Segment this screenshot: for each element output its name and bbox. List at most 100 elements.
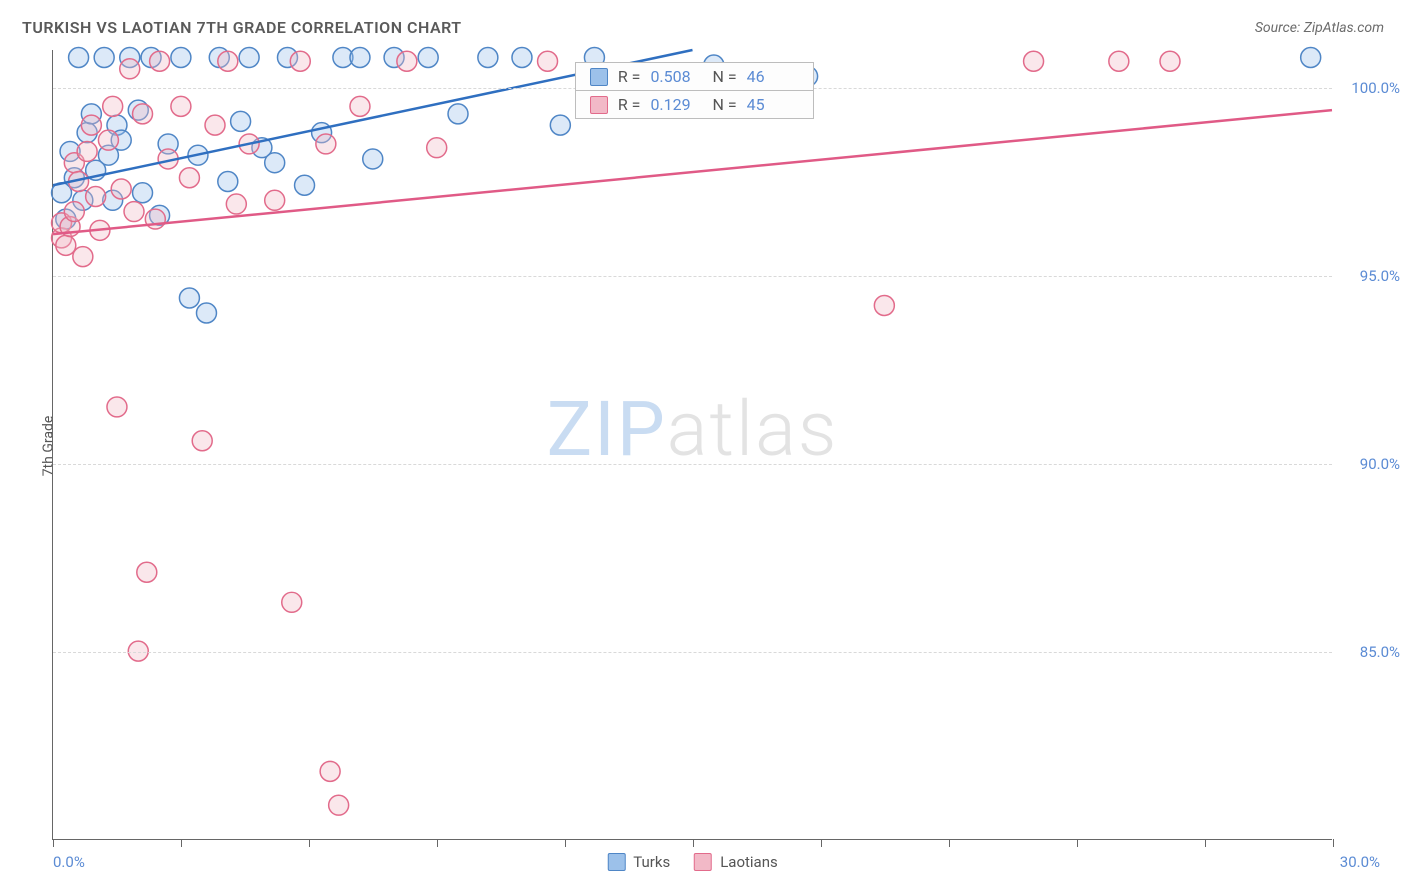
scatter-point (64, 202, 84, 222)
scatter-point (218, 172, 238, 192)
y-tick-label: 85.0% (1340, 643, 1400, 661)
scatter-point (397, 51, 417, 71)
scatter-point (107, 397, 127, 417)
legend-correlation-row: R = 0.129 N = 45 (576, 90, 813, 118)
scatter-point (239, 48, 259, 68)
legend-r-label: R = (618, 95, 641, 114)
legend-r-label: R = (618, 67, 641, 86)
scatter-point (171, 48, 191, 68)
gridline-horizontal (53, 464, 1332, 465)
scatter-point (171, 96, 191, 116)
scatter-point (316, 134, 336, 154)
y-tick-label: 100.0% (1340, 79, 1400, 97)
scatter-point (94, 48, 114, 68)
x-tick (949, 839, 950, 847)
legend-n-label: N = (712, 95, 736, 114)
legend-label: Turks (633, 853, 670, 871)
scatter-point (512, 48, 532, 68)
scatter-point (350, 96, 370, 116)
x-tick (437, 839, 438, 847)
scatter-point (73, 247, 93, 267)
legend-swatch (590, 96, 608, 114)
y-tick-label: 90.0% (1340, 455, 1400, 473)
scatter-point (231, 111, 251, 131)
scatter-point (320, 761, 340, 781)
scatter-point (329, 795, 349, 815)
chart-source: Source: ZipAtlas.com (1255, 20, 1384, 36)
scatter-point (196, 303, 216, 323)
scatter-point (192, 431, 212, 451)
legend-label: Laotians (720, 853, 778, 871)
x-tick (53, 839, 54, 847)
scatter-point (290, 51, 310, 71)
scatter-point (874, 295, 894, 315)
legend-n-value: 46 (747, 67, 799, 86)
scatter-point (1024, 51, 1044, 71)
scatter-point (282, 592, 302, 612)
legend-r-value: 0.129 (650, 95, 702, 114)
x-tick (181, 839, 182, 847)
plot-area: ZIPatlas 85.0%90.0%95.0%100.0% 0.0% 30.0… (52, 50, 1332, 840)
scatter-point (111, 179, 131, 199)
chart-title: TURKISH VS LAOTIAN 7TH GRADE CORRELATION… (22, 18, 462, 37)
legend-n-value: 45 (747, 95, 799, 114)
scatter-point (150, 51, 170, 71)
scatter-point (538, 51, 558, 71)
legend-r-value: 0.508 (650, 67, 702, 86)
legend-correlation-row: R = 0.508 N = 46 (576, 63, 813, 90)
scatter-point (103, 96, 123, 116)
scatter-point (69, 48, 89, 68)
scatter-point (137, 562, 157, 582)
scatter-point (448, 104, 468, 124)
scatter-point (363, 149, 383, 169)
scatter-point (1160, 51, 1180, 71)
legend-n-label: N = (712, 67, 736, 86)
scatter-point (478, 48, 498, 68)
scatter-point (350, 48, 370, 68)
legend-swatch (607, 853, 625, 871)
scatter-point (418, 48, 438, 68)
scatter-point (550, 115, 570, 135)
x-tick (1205, 839, 1206, 847)
scatter-point (56, 235, 76, 255)
y-tick-label: 95.0% (1340, 267, 1400, 285)
scatter-point (179, 168, 199, 188)
scatter-point (1301, 48, 1321, 68)
x-tick (693, 839, 694, 847)
scatter-point (81, 115, 101, 135)
scatter-point (120, 59, 140, 79)
scatter-point (133, 183, 153, 203)
legend-correlation-box: R = 0.508 N = 46 R = 0.129 N = 45 (575, 62, 814, 119)
legend-item: Turks (607, 853, 670, 871)
gridline-horizontal (53, 652, 1332, 653)
scatter-point (133, 104, 153, 124)
scatter-point (179, 288, 199, 308)
chart-container: TURKISH VS LAOTIAN 7TH GRADE CORRELATION… (0, 0, 1406, 892)
gridline-horizontal (53, 276, 1332, 277)
x-tick (565, 839, 566, 847)
scatter-point (265, 153, 285, 173)
legend-item: Laotians (694, 853, 778, 871)
x-axis-min-label: 0.0% (53, 853, 85, 871)
x-tick (309, 839, 310, 847)
scatter-point (86, 187, 106, 207)
chart-svg (53, 50, 1332, 839)
scatter-point (218, 51, 238, 71)
legend-bottom: Turks Laotians (607, 853, 778, 871)
scatter-point (295, 175, 315, 195)
scatter-point (226, 194, 246, 214)
x-tick (1077, 839, 1078, 847)
scatter-point (98, 130, 118, 150)
scatter-point (77, 141, 97, 161)
chart-header: TURKISH VS LAOTIAN 7TH GRADE CORRELATION… (22, 18, 1384, 37)
scatter-point (124, 202, 144, 222)
legend-swatch (590, 68, 608, 86)
x-tick (821, 839, 822, 847)
scatter-point (427, 138, 447, 158)
scatter-point (1109, 51, 1129, 71)
x-tick (1333, 839, 1334, 847)
scatter-point (265, 190, 285, 210)
legend-swatch (694, 853, 712, 871)
x-axis-max-label: 30.0% (1340, 853, 1380, 871)
scatter-point (205, 115, 225, 135)
